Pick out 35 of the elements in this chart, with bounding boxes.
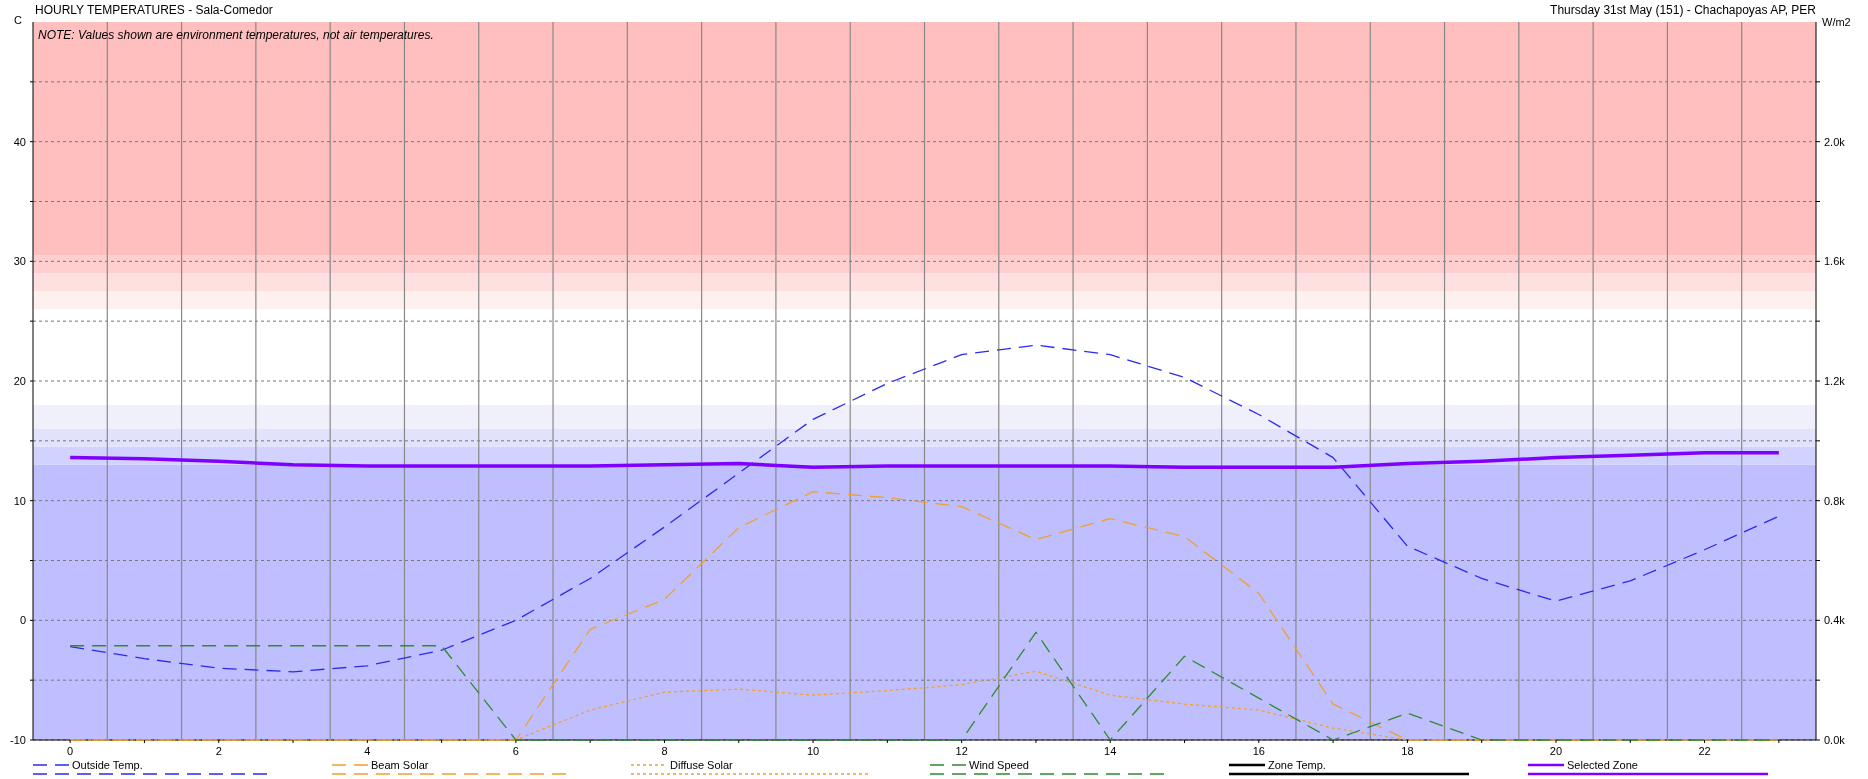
y-axis-title: C (14, 14, 22, 26)
y2-tick-label: 0.0k (1824, 734, 1846, 746)
y2-tick-label: 0.8k (1824, 494, 1846, 507)
x-tick-label: 8 (661, 745, 668, 757)
legend-label: Diffuse Solar (670, 759, 733, 771)
y-tick-label: 10 (13, 494, 26, 507)
chart-title: HOURLY TEMPERATURES - Sala-Comedor (35, 3, 273, 17)
y2-tick-label: 2.0k (1824, 135, 1846, 148)
y2-tick-label: 0.4k (1824, 614, 1846, 627)
x-tick-label: 16 (1252, 745, 1265, 757)
x-tick-label: 18 (1401, 745, 1414, 757)
x-tick-label: 10 (806, 745, 820, 757)
x-tick-label: 20 (1549, 745, 1563, 757)
legend-label: Wind Speed (969, 759, 1029, 771)
legend-label: Beam Solar (371, 759, 429, 771)
y-tick-label: 0 (19, 614, 26, 627)
y-tick-label: -10 (10, 734, 26, 746)
chart-subtitle: Thursday 31st May (151) - Chachapoyas AP, PER (1550, 3, 1816, 17)
x-tick-label: 6 (512, 745, 519, 757)
x-tick-label: 22 (1698, 745, 1711, 757)
y-tick-label: 40 (13, 135, 26, 148)
x-tick-label: 14 (1104, 745, 1117, 757)
x-tick-label: 4 (364, 745, 371, 757)
x-tick-label: 0 (67, 745, 74, 757)
y2-tick-label: 1.6k (1824, 255, 1846, 268)
y-tick-label: 20 (13, 375, 26, 387)
y2-tick-label: 1.2k (1824, 375, 1846, 387)
legend-label: Selected Zone (1567, 759, 1638, 771)
annotation: NOTE: Values shown are environment temperatures, not air temperatures. (38, 28, 434, 42)
legend-label: Zone Temp. (1268, 759, 1326, 771)
y2-axis-title: W/m2 (1822, 16, 1851, 28)
y-tick-label: 30 (13, 255, 26, 268)
x-tick-label: 12 (955, 745, 968, 757)
legend-label: Outside Temp. (72, 759, 143, 771)
x-tick-label: 2 (215, 745, 222, 757)
